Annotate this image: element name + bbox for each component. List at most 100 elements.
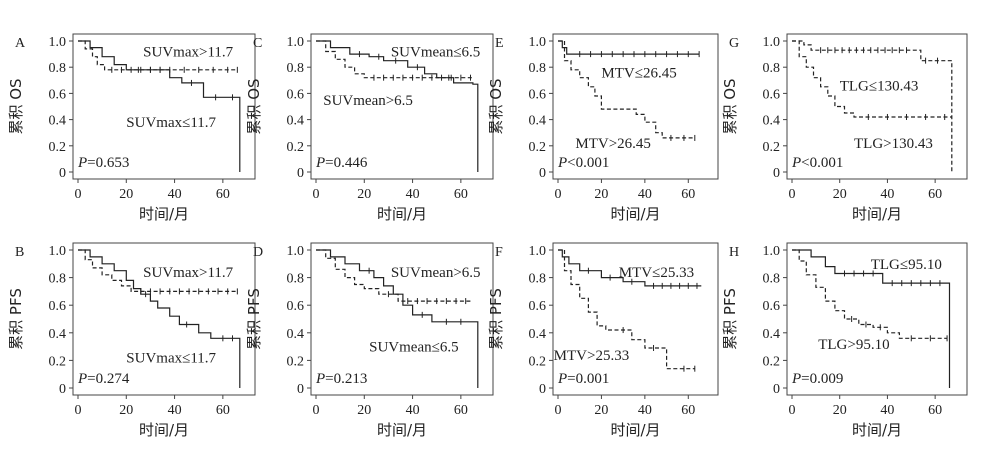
p-value: P=0.213 [315,371,367,387]
y-tick-label: 0 [297,166,304,181]
x-tick-label: 20 [594,403,608,418]
survival-curve-solid [316,249,479,388]
p-value-text: <0.001 [801,155,843,171]
x-tick-label: 20 [833,187,847,202]
x-axis-label: 时间/月 [852,421,902,439]
y-tick-label: 0.8 [49,61,67,76]
x-tick-label: 40 [406,403,420,418]
x-tick-label: 40 [880,187,894,202]
x-tick-label: 60 [454,187,468,202]
p-value: P=0.009 [791,371,843,387]
y-tick-label: 0.6 [763,299,781,314]
y-tick-label: 0.8 [49,272,67,287]
plot-frame [552,242,719,396]
x-axis-label: 时间/月 [610,205,660,223]
x-tick-label: 0 [789,187,796,202]
panel-letter: B [15,245,24,260]
y-axis-label: 累积 PFS [487,288,505,350]
plot-frame [72,33,256,180]
survival-curve-solid [316,40,479,172]
y-tick-label: 0.8 [287,61,305,76]
survival-curve-dashed [78,40,238,71]
y-tick-label: 0.4 [529,114,547,129]
panel-letter: H [729,245,739,260]
p-value-text: =0.001 [567,371,609,387]
km-panel-g: G 0 0.2 0.4 0.6 0.8 1.0 0 20 40 60 时间/月 累积 OS TLG≤130… [721,33,968,223]
series-label: TLG≤130.43 [840,79,919,95]
km-panel-c: C 0 0.2 0.4 0.6 0.8 1.0 0 20 40 60 时间/月 累积 OS SUVmean… [245,33,494,223]
x-tick-label: 20 [357,403,371,418]
x-tick-label: 60 [216,187,230,202]
y-tick-label: 0.6 [49,87,67,102]
y-tick-label: 0.2 [763,140,781,155]
series-label: SUVmean>6.5 [391,265,481,281]
survival-curve-solid [792,249,951,388]
survival-curve-dashed [316,249,473,302]
survival-curve-dashed [558,40,695,139]
series-label: TLG>95.10 [818,337,889,353]
x-tick-label: 20 [119,187,133,202]
y-tick-label: 0.6 [529,299,547,314]
y-tick-label: 0.6 [529,87,547,102]
y-tick-label: 0 [773,166,780,181]
y-tick-label: 0.8 [763,272,781,287]
plot-frame [72,242,256,396]
x-axis-label: 时间/月 [852,205,902,223]
km-panel-d: D 0 0.2 0.4 0.6 0.8 1.0 0 20 40 60 时间/月 累积 PFS SUVmea… [245,242,494,439]
x-tick-label: 40 [638,403,652,418]
y-tick-label: 0 [59,382,66,397]
y-tick-label: 1.0 [529,244,547,259]
p-value: P<0.001 [557,155,609,171]
x-tick-label: 60 [681,187,695,202]
x-tick-label: 40 [168,187,182,202]
x-tick-label: 60 [928,403,942,418]
plot-frame [786,242,968,396]
y-tick-label: 0.2 [529,354,547,369]
series-label: MTV≤25.33 [619,265,694,281]
y-tick-label: 0.6 [287,87,305,102]
survival-curve-solid [558,40,700,55]
x-tick-label: 0 [789,403,796,418]
y-axis-label: 累积 OS [721,78,739,134]
x-tick-label: 60 [928,187,942,202]
x-tick-label: 0 [555,403,562,418]
p-value: P=0.274 [77,371,130,387]
p-symbol: P [77,155,87,171]
series-label: MTV>26.45 [575,136,651,152]
panel-letter: F [495,245,503,260]
series-label: SUVmax>11.7 [143,265,233,281]
x-tick-label: 60 [681,403,695,418]
panel-letter: G [729,36,739,51]
x-axis-label: 时间/月 [377,205,427,223]
series-label: SUVmax≤11.7 [126,351,216,367]
x-axis-label: 时间/月 [377,421,427,439]
y-tick-label: 0.6 [49,299,67,314]
y-axis-label: 累积 OS [487,78,505,134]
y-tick-label: 0.4 [763,114,781,129]
y-tick-label: 0.6 [763,87,781,102]
p-value: P<0.001 [791,155,843,171]
y-tick-label: 0 [539,382,546,397]
x-tick-label: 0 [75,187,82,202]
y-axis-label: 累积 PFS [245,288,263,350]
y-tick-label: 0.2 [287,354,305,369]
km-panel-f: F 0 0.2 0.4 0.6 0.8 1.0 0 20 40 60 时间/月 累积 PFS MTV≤25… [487,242,719,439]
y-tick-label: 0.8 [287,272,305,287]
y-axis-label: 累积 OS [245,78,263,134]
p-value: P=0.653 [77,155,129,171]
y-tick-label: 0 [59,166,66,181]
y-tick-label: 0.4 [49,114,67,129]
y-tick-label: 0.2 [529,140,547,155]
y-tick-label: 1.0 [49,35,67,50]
p-value-text: =0.213 [325,371,367,387]
p-symbol: P [77,371,87,387]
survival-curve-dashed [558,249,695,370]
p-symbol: P [791,371,801,387]
y-tick-label: 1.0 [287,244,305,259]
series-label: SUVmax>11.7 [143,44,233,60]
series-label: SUVmean≤6.5 [391,44,480,60]
survival-curve-dashed [316,40,473,79]
y-tick-label: 1.0 [529,35,547,50]
x-tick-label: 0 [313,403,320,418]
x-tick-label: 20 [833,403,847,418]
